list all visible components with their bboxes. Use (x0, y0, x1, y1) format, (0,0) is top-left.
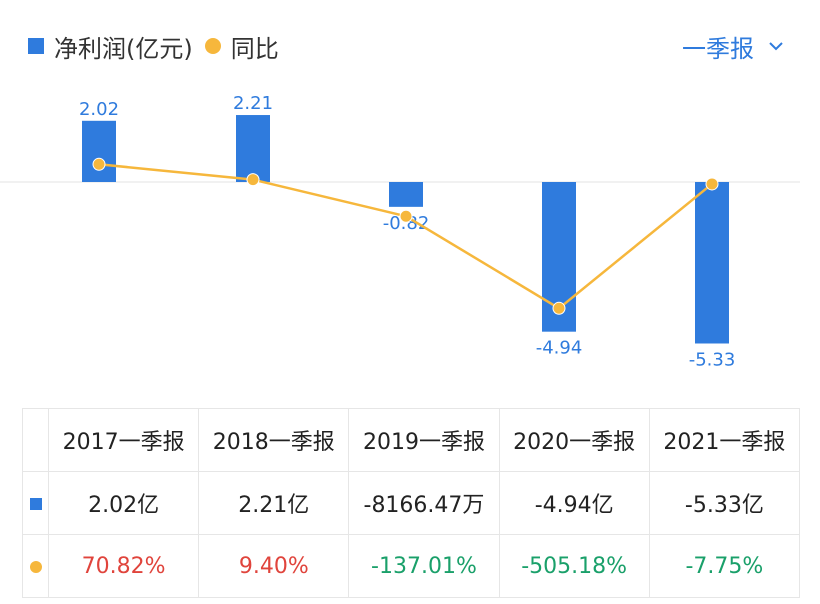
yoy-point (705, 177, 719, 191)
table-cell: 2.21亿 (198, 471, 350, 535)
table-row-profit: 2.02亿 2.21亿 -8166.47万 -4.94亿 -5.33亿 (22, 471, 801, 535)
yoy-point (399, 209, 413, 223)
bar-legend-label: 净利润(亿元) (54, 34, 193, 63)
bar (236, 115, 270, 182)
bar-series-icon (29, 497, 42, 510)
bar-value-label: -5.33 (689, 349, 736, 370)
bar-value-label: 2.21 (233, 93, 273, 114)
period-selector[interactable]: 一季报 (682, 28, 784, 64)
yoy-point (246, 173, 260, 187)
table-cell: -8166.47万 (348, 471, 500, 535)
bar (82, 120, 116, 182)
table-corner-cell (22, 408, 49, 472)
table-header-cell: 2018一季报 (198, 408, 350, 472)
bar-value-label: 2.02 (79, 99, 119, 120)
table-header-cell: 2021一季报 (648, 408, 801, 472)
table-header-cell: 2020一季报 (498, 408, 650, 472)
yoy-point (552, 301, 566, 315)
table-cell: 70.82% (47, 534, 200, 598)
table-row-yoy: 70.82% 9.40% -137.01% -505.18% -7.75% (22, 534, 801, 598)
line-series-icon (29, 560, 42, 573)
bar-legend-marker (28, 38, 44, 54)
chart-legend: 净利润(亿元) 同比 (28, 28, 279, 64)
bar (695, 182, 729, 344)
table-cell: -5.33亿 (648, 471, 801, 535)
bar (389, 182, 423, 207)
yoy-point (92, 157, 106, 171)
profit-chart: 2.02 2.21 -0.82 -4.94 -5.33 (0, 93, 800, 370)
bar-value-label: -4.94 (536, 338, 583, 359)
line-legend-label: 同比 (230, 34, 279, 63)
table-cell: -137.01% (348, 534, 500, 598)
profit-row-marker (22, 471, 49, 535)
table-header-cell: 2017一季报 (47, 408, 200, 472)
table-cell: -4.94亿 (498, 471, 650, 535)
line-legend-marker (204, 38, 221, 54)
yoy-row-marker (22, 534, 49, 598)
chevron-down-icon (769, 42, 783, 51)
period-selector-label: 一季报 (682, 34, 754, 63)
bar-value-label: -0.82 (383, 213, 430, 234)
table-header-cell: 2019一季报 (348, 408, 500, 472)
table-cell: -505.18% (498, 534, 650, 598)
table-cell: 2.02亿 (47, 471, 200, 535)
table-cell: -7.75% (648, 534, 801, 598)
table-header-row: 2017一季报 2018一季报 2019一季报 2020一季报 2021一季报 (22, 408, 801, 472)
table-cell: 9.40% (198, 534, 350, 598)
data-table: 2017一季报 2018一季报 2019一季报 2020一季报 2021一季报 … (22, 408, 801, 598)
